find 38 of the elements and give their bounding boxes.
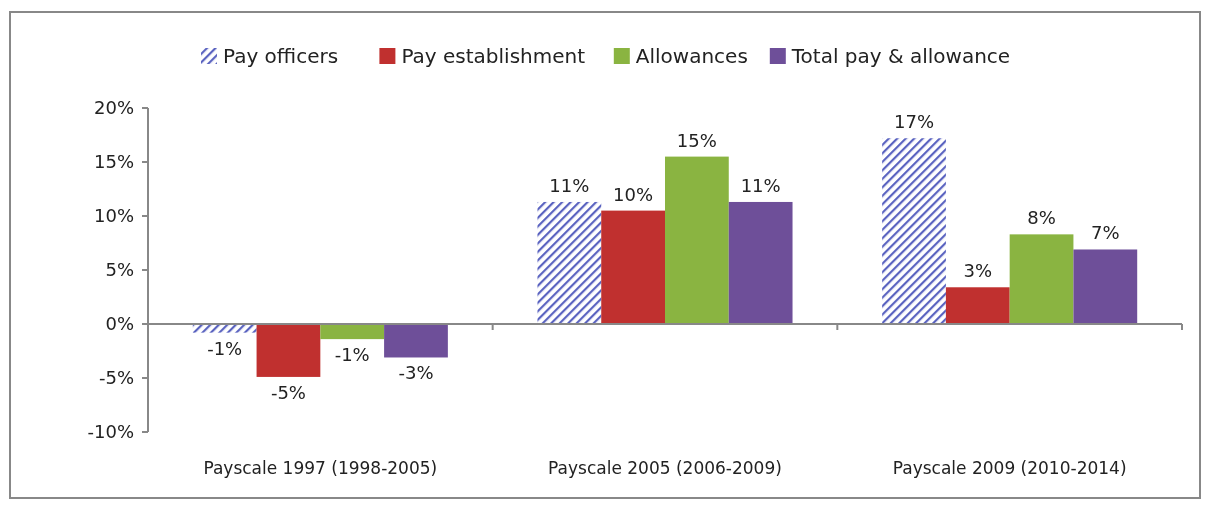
y-tick-label: 20% — [93, 97, 134, 119]
data-label: 11% — [549, 174, 590, 196]
y-tick-label: 15% — [93, 151, 134, 173]
bar — [192, 324, 257, 333]
data-label: 8% — [1027, 207, 1056, 229]
data-label: 3% — [963, 260, 993, 282]
bar — [256, 324, 321, 377]
legend-label: Pay officers — [223, 44, 339, 68]
bar — [665, 156, 729, 324]
y-tick-label: 10% — [93, 205, 134, 227]
x-tick-label: Payscale 2005 (2006-2009) — [548, 458, 782, 478]
data-label: -1% — [334, 344, 370, 366]
bar — [601, 210, 665, 324]
bar — [945, 287, 1010, 324]
legend-label: Pay establishment — [401, 44, 586, 68]
data-label: 7% — [1091, 222, 1120, 244]
y-tick-label: 5% — [105, 259, 134, 281]
y-tick-label: -5% — [98, 367, 134, 389]
bar — [384, 324, 448, 358]
bar — [1009, 234, 1074, 324]
legend-label: Total pay & allowance — [790, 44, 1011, 68]
x-tick-label: Payscale 1997 (1998-2005) — [203, 458, 438, 478]
data-label: 10% — [613, 183, 654, 205]
legend-label: Allowances — [635, 44, 748, 68]
bar — [320, 324, 385, 340]
bar — [882, 138, 946, 324]
data-label: 17% — [894, 111, 935, 133]
y-tick-label: 0% — [105, 313, 134, 335]
y-tick-label: -10% — [87, 421, 134, 443]
x-tick-label: Payscale 2009 (2010-2014) — [892, 458, 1127, 478]
data-label: 15% — [676, 129, 717, 151]
bar — [728, 201, 793, 324]
bar — [1073, 249, 1138, 324]
data-label: -1% — [207, 337, 243, 359]
data-label: 11% — [740, 174, 781, 196]
data-label: -5% — [270, 381, 306, 403]
bar — [537, 201, 602, 324]
data-label: -3% — [398, 362, 434, 384]
